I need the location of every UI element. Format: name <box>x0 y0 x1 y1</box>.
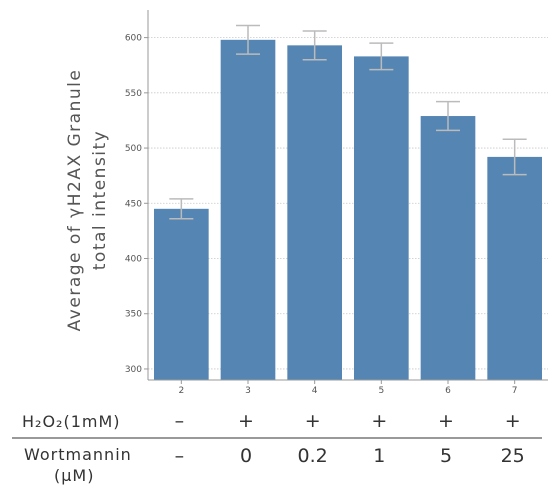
y-tick-label-600: 600 <box>125 34 142 44</box>
table-cell-r1-c4: + <box>371 410 388 432</box>
table-cell-r2-c1: – <box>174 445 185 467</box>
x-tick-label-7: 7 <box>512 386 518 396</box>
y-tick-label-400: 400 <box>125 255 142 265</box>
y-axis-label-line-1: Average of γH2AX Granule <box>65 69 85 332</box>
bar-4 <box>287 45 342 380</box>
y-tick-label-350: 350 <box>125 310 142 320</box>
y-tick-label-300: 300 <box>125 365 142 375</box>
error-bars <box>169 24 527 220</box>
h2o2-label-text: H₂O₂(1mM) <box>22 412 121 431</box>
table-cell-r1-c1: – <box>174 410 185 432</box>
table-cell-r2-c3: 0.2 <box>297 445 328 467</box>
y-tick-label-450: 450 <box>125 199 142 209</box>
table-divider <box>12 437 542 439</box>
y-axis-label-line-2: total intensity <box>90 130 110 270</box>
bar-chart: 300 350 400 450 500 550 600 2 3 4 5 6 7 Average of γ… <box>65 10 548 396</box>
bars <box>154 39 542 381</box>
bar-7 <box>487 156 542 380</box>
x-tick-label-4: 4 <box>312 386 318 396</box>
y-tick-label-550: 550 <box>125 89 142 99</box>
bar-5 <box>354 56 409 380</box>
table-cell-r1-c2: + <box>238 410 254 432</box>
wortmannin-row-label: Wortmannin (μM) <box>24 444 132 486</box>
x-tick-label-3: 3 <box>245 386 251 396</box>
table-cell-r2-c2: 0 <box>239 445 253 467</box>
h2o2-row-label: H₂O₂(1mM) <box>22 412 121 431</box>
bar-2 <box>154 208 209 380</box>
bar-3 <box>220 39 276 381</box>
table-cell-r1-c6: + <box>504 410 521 432</box>
axes <box>144 10 548 384</box>
table-cell-r2-c6: 25 <box>500 445 525 467</box>
tick-labels: 300 350 400 450 500 550 600 2 3 4 5 6 7 <box>125 34 518 396</box>
table-cell-r2-c4: 1 <box>373 445 386 467</box>
x-tick-label-5: 5 <box>378 386 384 396</box>
x-tick-label-2: 2 <box>178 386 184 396</box>
wortmannin-unit-text: (μM) <box>54 466 95 485</box>
x-tick-label-6: 6 <box>445 386 451 396</box>
bar-6 <box>420 116 476 381</box>
table-cell-r1-c5: + <box>438 410 454 432</box>
table-cell-r1-c3: + <box>304 410 321 432</box>
wortmannin-label-text: Wortmannin <box>24 445 132 464</box>
y-tick-label-500: 500 <box>125 144 142 154</box>
gridlines <box>148 37 548 370</box>
table-cell-r2-c5: 5 <box>439 445 453 467</box>
